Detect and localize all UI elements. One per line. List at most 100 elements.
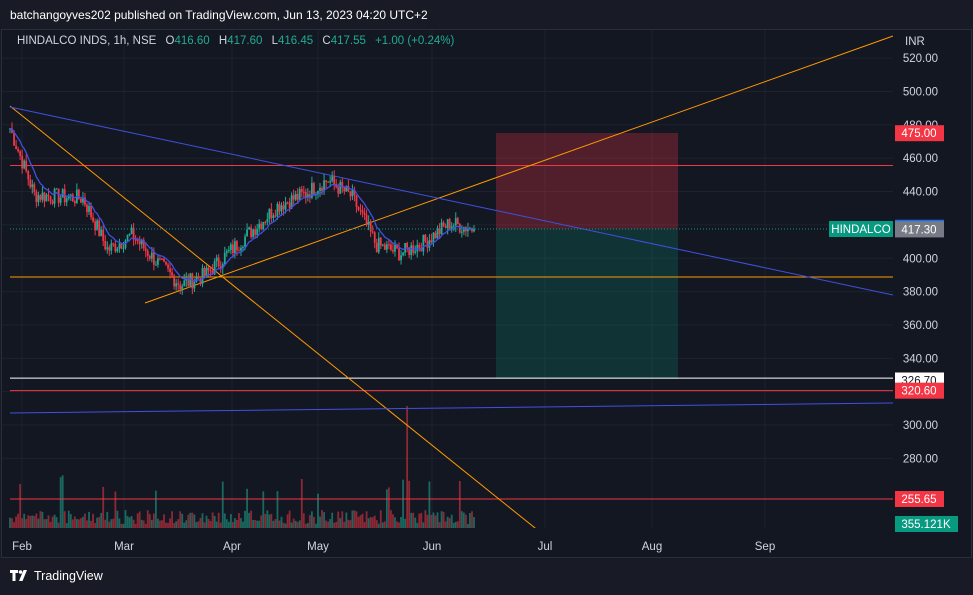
candle-body bbox=[300, 189, 303, 192]
candle-body bbox=[100, 229, 103, 237]
volume-bar bbox=[88, 511, 90, 528]
volume-bar bbox=[92, 513, 94, 528]
candle-body bbox=[177, 283, 180, 285]
volume-bar bbox=[422, 522, 425, 528]
volume-bar bbox=[112, 518, 115, 528]
volume-bar bbox=[319, 516, 321, 528]
candle-body bbox=[313, 183, 315, 196]
candle-body bbox=[140, 239, 143, 245]
close-label: C bbox=[322, 35, 331, 47]
volume-bar bbox=[373, 515, 376, 528]
candle-body bbox=[31, 184, 34, 188]
publisher-text: batchangoyves202 published on TradingVie… bbox=[10, 8, 428, 22]
candle-body bbox=[144, 248, 147, 251]
candle-body bbox=[161, 258, 163, 260]
volume-bar bbox=[321, 510, 323, 528]
candle-body bbox=[96, 220, 99, 231]
candle-body bbox=[387, 244, 390, 246]
candle-body bbox=[142, 239, 145, 249]
volume-bar bbox=[100, 512, 103, 528]
volume-bar bbox=[473, 517, 475, 528]
candle-body bbox=[238, 250, 240, 252]
volume-bar bbox=[286, 514, 289, 528]
volume-bar bbox=[264, 513, 267, 528]
volume-bar bbox=[183, 522, 186, 528]
symbol-tag-box bbox=[829, 221, 893, 237]
volume-bar bbox=[67, 510, 70, 528]
volume-bar bbox=[15, 516, 17, 528]
candle-body bbox=[400, 255, 402, 261]
change-value: +1.00 (+0.24%) bbox=[375, 35, 455, 47]
candle-body bbox=[383, 244, 386, 250]
candle-body bbox=[308, 194, 311, 198]
blue-volume-line[interactable] bbox=[9, 402, 893, 414]
volume-bar bbox=[179, 511, 182, 528]
volume-bar bbox=[294, 520, 297, 528]
volume-bar bbox=[306, 522, 309, 528]
candle-body bbox=[381, 244, 384, 246]
volume-bar bbox=[148, 514, 151, 528]
candle-body bbox=[82, 197, 84, 203]
volume-bar bbox=[311, 511, 313, 528]
volume-bar bbox=[400, 517, 402, 528]
volume-bar bbox=[402, 479, 404, 528]
candle-body bbox=[359, 209, 362, 211]
publisher-bar: batchangoyves202 published on TradingVie… bbox=[0, 0, 973, 30]
time-axis[interactable]: Feb Mar Apr May Jun Jul Aug Sep bbox=[12, 541, 775, 553]
candle-body bbox=[225, 251, 228, 253]
candle-body bbox=[108, 247, 111, 251]
tradingview-brand[interactable]: TradingView bbox=[10, 569, 103, 583]
candle-body bbox=[57, 188, 60, 203]
volume-bar bbox=[13, 522, 15, 528]
volume-bar bbox=[98, 517, 101, 528]
orange-support-line[interactable] bbox=[144, 35, 893, 304]
candle-body bbox=[276, 203, 279, 217]
volume-bar bbox=[274, 519, 277, 528]
candle-body bbox=[278, 203, 281, 212]
price-label-box bbox=[895, 490, 944, 507]
currency-label: INR bbox=[905, 36, 925, 48]
volume-bar bbox=[37, 518, 40, 528]
volume-bar bbox=[460, 511, 463, 528]
candle-body bbox=[138, 241, 141, 245]
candle-body bbox=[114, 243, 117, 252]
volume-bar bbox=[197, 521, 200, 528]
volume-bar bbox=[351, 510, 354, 528]
candle-body bbox=[43, 192, 46, 202]
volume-bar bbox=[244, 510, 246, 528]
price-label-text: 417.30 bbox=[901, 224, 936, 236]
position-tool[interactable] bbox=[496, 133, 678, 379]
candlesticks bbox=[9, 122, 475, 295]
candle-body bbox=[284, 202, 287, 210]
volume-bar bbox=[250, 510, 253, 528]
volume-bar bbox=[337, 511, 340, 528]
candle-body bbox=[270, 208, 273, 218]
volume-bar bbox=[195, 522, 198, 528]
candle-body bbox=[33, 184, 36, 192]
volume-bar bbox=[167, 522, 169, 528]
price-axis[interactable]: 280.00300.00320.00340.00360.00380.00400.… bbox=[903, 36, 938, 465]
orange-resistance-line[interactable] bbox=[9, 105, 540, 532]
candle-body bbox=[236, 241, 238, 251]
candle-body bbox=[41, 192, 44, 200]
volume-bar bbox=[284, 523, 287, 528]
volume-bar bbox=[53, 514, 56, 528]
blue-downtrend-line[interactable] bbox=[9, 106, 893, 296]
chart-frame[interactable] bbox=[1, 29, 972, 558]
candle-body bbox=[104, 240, 107, 250]
volume-bar bbox=[448, 518, 451, 528]
trend-lines[interactable] bbox=[9, 35, 893, 532]
candle-body bbox=[167, 264, 169, 269]
price-label-box bbox=[895, 125, 944, 142]
candle-body bbox=[424, 234, 427, 242]
candle-body bbox=[333, 176, 336, 185]
volume-bar bbox=[207, 519, 210, 528]
volume-bar bbox=[353, 510, 356, 528]
candle-body bbox=[98, 220, 101, 237]
price-label-text: 255.65 bbox=[901, 494, 936, 506]
tradingview-logo-icon bbox=[10, 570, 27, 581]
candle-body bbox=[298, 189, 301, 200]
candle-body bbox=[102, 229, 105, 241]
